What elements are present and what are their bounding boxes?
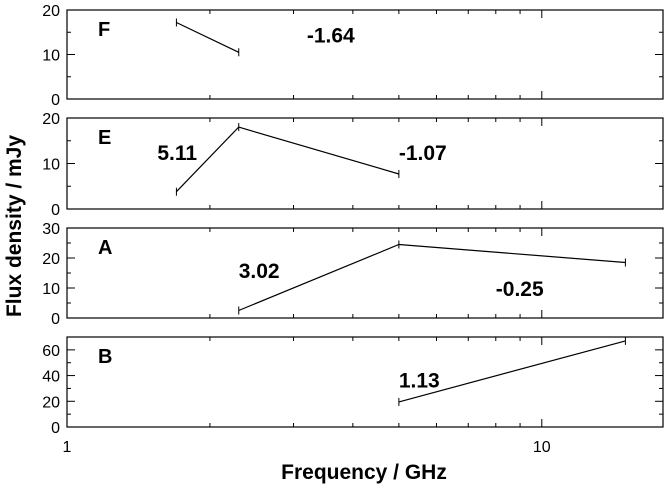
spectral-index-label: -1.07: [399, 142, 447, 165]
spectral-index-label: 5.11: [157, 142, 197, 165]
y-tick-label: 0: [51, 202, 60, 219]
y-tick-label: 10: [42, 281, 60, 298]
spectral-index-label: 3.02: [239, 260, 280, 283]
y-tick-label: 60: [42, 343, 60, 360]
spectral-index-label: -1.64: [307, 24, 355, 47]
series-line: [176, 21, 239, 53]
x-axis-label: Frequency / GHz: [281, 461, 447, 484]
panel-label: A: [98, 237, 112, 259]
panel-a: 0 10 20 30 A 3.02 -0.25: [42, 221, 664, 328]
x-tick-label: 10: [533, 439, 551, 456]
y-tick-label: 30: [42, 221, 60, 238]
y-tick-label: 0: [51, 420, 60, 437]
panel-e: 0 10 20 E 5.11 -1.07: [42, 111, 664, 219]
panel-label: E: [98, 127, 111, 149]
y-axis-label: Flux density / mJy: [3, 135, 26, 317]
spectral-index-label: -0.25: [496, 278, 544, 301]
series-line: [398, 340, 626, 403]
y-tick-label: 0: [51, 92, 60, 109]
series-line: [238, 243, 626, 312]
spectral-index-label: 1.13: [399, 369, 440, 392]
panel-f: 0 10 20 F -1.64: [42, 3, 664, 109]
panel-frame: [66, 9, 664, 100]
y-tick-label: 0: [51, 311, 60, 328]
y-tick-label: 20: [42, 394, 60, 411]
y-tick-label: 40: [42, 369, 60, 386]
y-tick-label: 10: [42, 157, 60, 174]
panel-frame: [66, 227, 664, 319]
y-tick-label: 10: [42, 48, 60, 65]
y-tick-label: 20: [42, 251, 60, 268]
panel-b: 0 20 40 60 B 1.13 1 10: [42, 336, 664, 456]
panel-label: B: [98, 346, 112, 368]
x-tick-label: 1: [63, 439, 72, 456]
y-tick-label: 20: [42, 111, 60, 128]
panel-frame: [66, 336, 664, 428]
series-line: [175, 126, 400, 193]
panel-label: F: [98, 19, 110, 41]
y-tick-label: 20: [42, 3, 60, 20]
